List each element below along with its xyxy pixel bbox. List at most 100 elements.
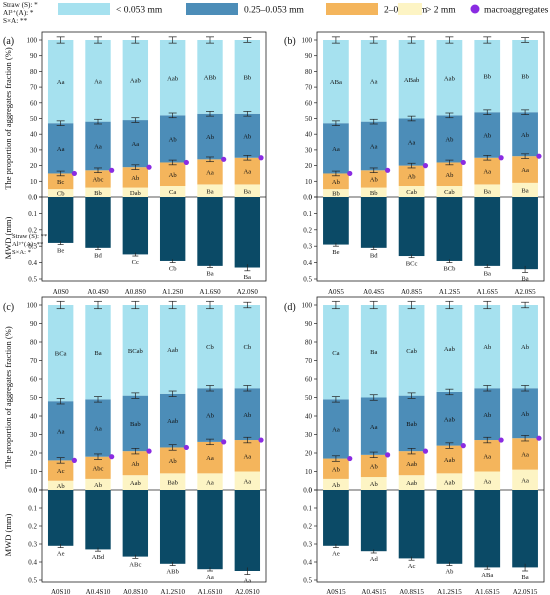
segment-letter: ABab [404,77,420,84]
legend-swatch-r0250053 [186,3,238,15]
mwd-bar [398,197,425,257]
mwd-letter: BCb [443,266,456,273]
y-tick-label: 0.3 [28,541,37,549]
segment-letter: Aab [444,346,456,353]
macroaggregate-point [221,156,227,162]
bar-segment-lt0053 [159,40,186,116]
segment-letter: Ba [370,349,377,356]
mwd-letter: Ab [445,569,454,576]
segment-letter: Aa [94,78,102,85]
segment-letter: Ba [94,350,101,357]
mwd-letter: BCc [406,261,418,268]
y-tick-label: 100 [302,302,313,310]
panel-1: (b) 0 10 20 30 40 50 60 70 80 90 100 0.0 0.1 0.2 0.3 0.4… [284,31,545,296]
segment-letter: Ab [483,133,492,140]
mwd-letter: Ba [244,274,251,281]
legend-label: > 2 mm [426,6,456,16]
segment-letter: Bb [332,191,340,198]
y-tick-label: 60 [30,376,38,384]
legend-swatch-gt2 [398,3,422,15]
segment-letter: Ab [521,132,530,139]
segment-letter: Aa [483,478,491,485]
segment-letter: ABa [330,79,342,86]
y-tick-label: 30 [30,146,38,154]
legend-swatch-macroaggregates [470,4,480,14]
y-tick-label: 0.0 [303,194,312,202]
mwd-bar [474,197,501,266]
bar-segment-gt2 [122,187,149,197]
segment-letter: Ac [57,468,65,475]
mwd-letter: Ba [484,271,491,278]
bar-segment-r0250053 [436,391,463,446]
bar-segment-r2025 [47,173,74,190]
y-tick-label: 70 [30,357,38,365]
mwd-bar [323,197,349,245]
mwd-letter: Ac [408,563,416,570]
mwd-bar [436,490,463,564]
macroaggregate-point [422,163,429,169]
bar-segment-gt2 [197,184,223,197]
panel-frame [41,31,267,282]
y-tick-label: 0.5 [28,577,37,585]
segment-letter: Aab [444,457,456,464]
bar-segment-r2025 [323,173,349,190]
y-tick-label: 0.4 [303,559,312,567]
segment-letter: Ab [169,172,178,179]
bar-segment-lt0053 [323,40,349,124]
bar-segment-lt0053 [512,40,538,113]
bar-segment-gt2 [234,184,261,197]
y-tick-label: 60 [305,99,313,107]
panel-2: (c) 0 10 20 30 40 50 60 70 80 90 100 0.0 0.1 0.2 0.3 0.4… [3,296,267,595]
segment-letter: Aab [444,75,456,82]
bar-segment-lt0053 [360,40,387,122]
bar-segment-gt2 [436,473,463,490]
y-tick-label: 30 [30,431,38,439]
bar-segment-r0250053 [398,395,425,452]
legend-stat-text: Straw (S): * [3,1,38,9]
bar-segment-r2025 [47,460,74,481]
y-tick-label: 0.4 [303,259,312,267]
bar-segment-gt2 [159,186,186,197]
macroaggregate-point [221,439,227,445]
segment-letter: Ab [445,172,454,179]
segment-letter: Ab [408,173,417,180]
bar-segment-r2025 [323,458,349,479]
y-tick-label: 20 [30,450,38,458]
bar-segment-lt0053 [85,305,111,400]
bar-segment-r2025 [122,167,149,188]
macroaggregate-point [183,159,189,166]
segment-letter: Aab [130,78,142,85]
bar-segment-gt2 [474,471,501,490]
macroaggregate-point [258,437,264,443]
y-tick-label: 50 [305,115,313,123]
segment-letter: ABb [204,74,217,81]
segment-letter: Aa [57,428,65,435]
legend-swatch-r2025 [326,3,378,15]
segment-letter: Aa [243,478,251,485]
bar-segment-r0250053 [323,399,349,459]
legend-stat-text: Al³⁺(A): * [3,9,34,17]
y-tick-label: 0.1 [28,505,37,513]
bar-segment-gt2 [398,186,425,197]
bar-segment-gt2 [512,182,538,197]
macroaggregate-point [347,455,353,462]
bar-segment-r0250053 [122,395,149,452]
bar-segment-r0250053 [512,388,538,439]
panel-label: (b) [284,36,296,47]
x-tick-label: A2.0S0 [237,288,259,296]
macroaggregate-point [498,155,504,161]
bar-segment-lt0053 [398,305,425,396]
y-tick-label: 0.3 [303,243,312,251]
y-tick-label: 0.2 [303,523,312,531]
bar-segment-lt0053 [197,305,223,389]
bar-segment-lt0053 [122,40,149,121]
bar-segment-r0250053 [197,113,223,160]
mwd-letter: Be [57,248,64,255]
y-tick-label: 100 [302,37,313,45]
bar-segment-lt0053 [436,40,463,116]
segment-letter: Aa [243,453,251,460]
y-tick-label: 10 [30,178,38,186]
segment-letter: Ab [521,411,530,418]
mwd-bar [436,197,463,261]
